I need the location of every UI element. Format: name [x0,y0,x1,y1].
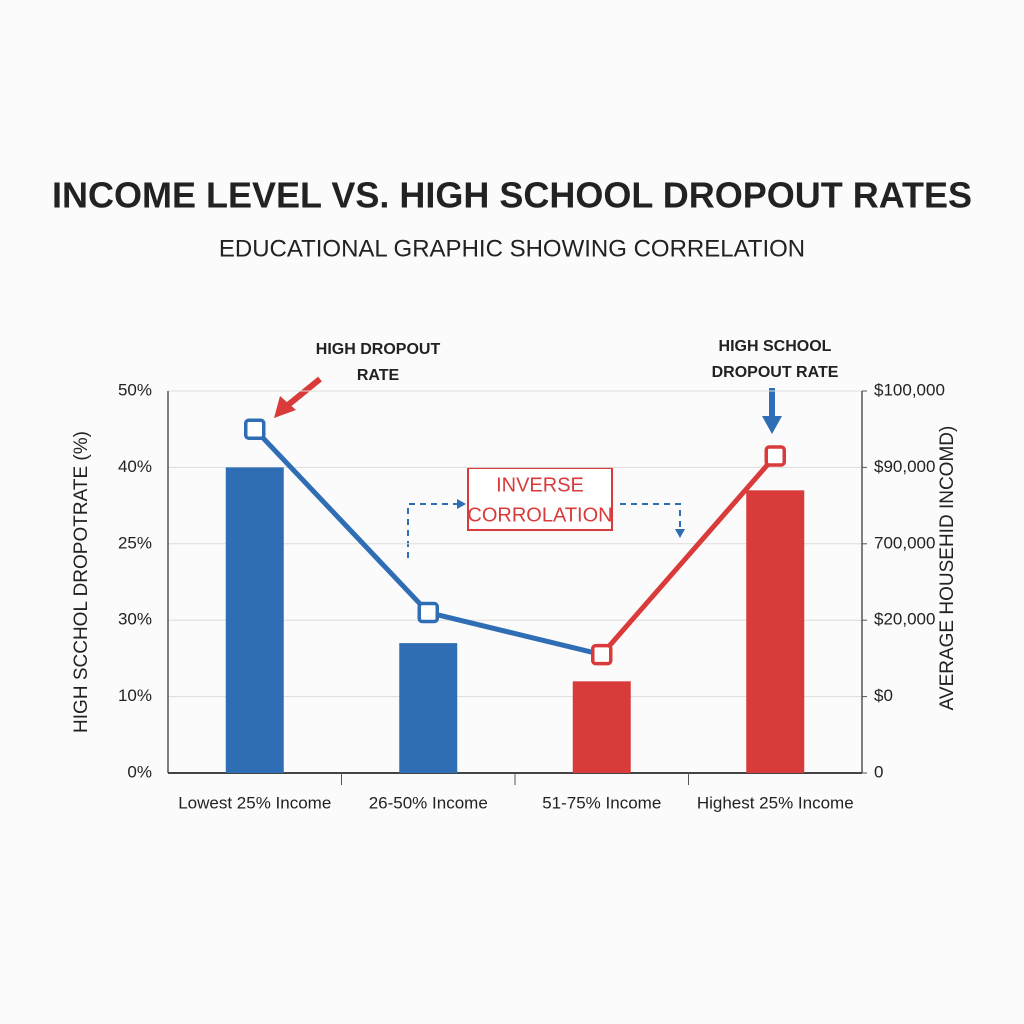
annotation: CORROLATION [467,504,612,526]
y-tick-label: 0% [127,762,152,781]
y-tick-label: 25% [118,533,152,552]
line-marker [591,643,613,666]
y2-tick-label: 700,000 [874,533,935,552]
annotation-arrow [286,376,322,408]
annotation: INVERSE [496,474,584,496]
y-tick-label: 50% [118,380,152,399]
y-axis-label: HIGH SCCHOL DROPOTRATE (%) [71,431,92,733]
annotation: DROPOUT RATE [712,364,839,381]
dashed-connector [407,503,458,558]
x-tick-label: Highest 25% Income [697,793,854,812]
y2-tick-label: $90,000 [874,457,935,476]
chart-title: INCOME LEVEL VS. HIGH SCHOOL DROPOUT RAT… [52,175,972,216]
y2-tick-label: $20,000 [874,610,935,629]
annotation: RATE [357,367,400,384]
line-segment [425,610,605,658]
x-tick-label: 51-75% Income [542,793,661,812]
y-tick-label: 10% [118,686,152,705]
bar [572,681,631,773]
line-segment [599,453,778,658]
x-tick-label: Lowest 25% Income [178,793,331,812]
annotation-arrowhead [762,416,782,434]
y2-tick-label: 0 [874,762,883,781]
y2-tick-label: $100,000 [874,380,945,399]
connector-head [457,499,466,509]
line-marker [244,418,266,440]
chart-subtitle: EDUCATIONAL GRAPHIC SHOWING CORRELATION [219,235,805,262]
bar [746,490,805,773]
connector-head [675,529,685,538]
line-segment [252,426,431,616]
annotation-arrowhead [274,396,296,418]
y-tick-label: 40% [118,457,152,476]
line-marker [764,445,786,467]
bar [399,643,458,773]
y2-axis-label: AVERAGE HOUSEHID INCOMD) [937,426,958,711]
dashed-connector [620,503,681,530]
y-tick-label: 30% [118,610,152,629]
y2-tick-label: $0 [874,686,893,705]
line-marker [417,601,439,624]
annotation-box [467,467,613,531]
annotation: HIGH DROPOUT [316,341,441,358]
annotation: HIGH SCHOOL [719,338,832,355]
x-tick-label: 26-50% Income [369,793,488,812]
bar [225,467,284,773]
